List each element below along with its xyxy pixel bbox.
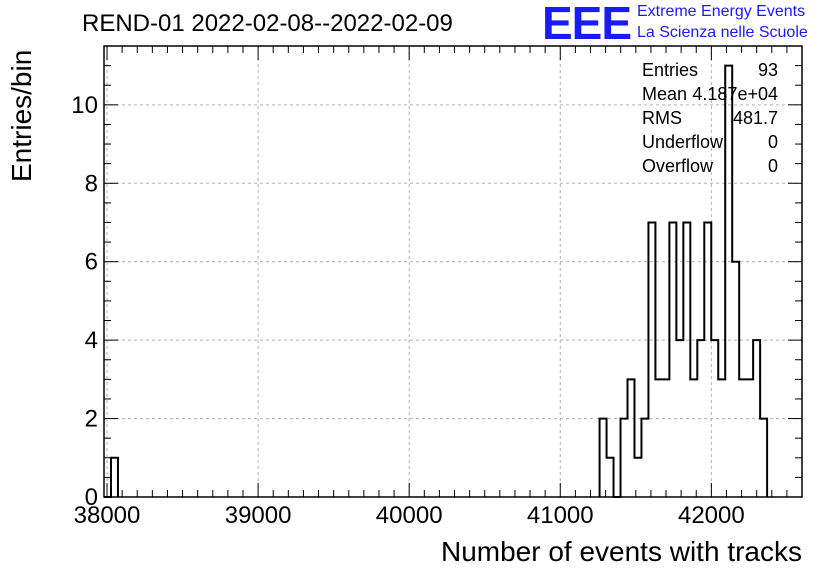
y-axis-label: Entries/bin: [6, 49, 37, 182]
y-tick-label: 4: [85, 327, 98, 354]
stat-label: RMS: [642, 108, 682, 128]
stat-row-entries: Entries 93: [642, 58, 778, 82]
histogram-bin: [655, 379, 662, 497]
x-tick-label: 40000: [376, 502, 443, 529]
chart-title: REND-01 2022-02-08--2022-02-09: [82, 10, 453, 37]
histogram-bin: [607, 458, 614, 497]
histogram-bin: [683, 222, 690, 497]
histogram-bin: [641, 419, 648, 497]
histogram-bin: [760, 419, 767, 497]
histogram-bin: [669, 222, 676, 497]
plot-frame: [103, 45, 803, 498]
stat-value: 93: [757, 60, 778, 80]
histogram-bin: [711, 340, 718, 497]
stat-label: Overflow: [642, 156, 714, 176]
stat-row-overflow: Overflow 0: [642, 154, 778, 178]
logo-text-line2: La Scienza nelle Scuole: [637, 24, 808, 41]
histogram-bin: [732, 262, 739, 497]
y-tick-label: 0: [85, 484, 98, 511]
histogram-bin: [753, 340, 760, 497]
histogram-bin: [676, 340, 683, 497]
stat-row-mean: Mean 4.187e+04: [642, 82, 778, 106]
eee-logo: EEE: [542, 0, 632, 49]
stat-value: 0: [767, 132, 778, 152]
histogram-bin: [739, 379, 746, 497]
stat-label: Mean: [642, 84, 688, 104]
stat-value: 481.7: [732, 108, 778, 128]
y-tick-label: 10: [71, 92, 98, 119]
stat-row-underflow: Underflow 0: [642, 130, 778, 154]
stat-label: Underflow: [642, 132, 724, 152]
histogram-bin: [111, 458, 118, 497]
histogram-bin: [628, 379, 635, 497]
stat-value: 4.187e+04: [692, 84, 778, 104]
histogram-bin: [690, 379, 697, 497]
histogram-bin: [600, 419, 607, 497]
stat-value: 0: [767, 156, 778, 176]
x-tick-label: 39000: [225, 502, 292, 529]
stats-box: Entries 93 Mean 4.187e+04 RMS 481.7 Unde…: [642, 58, 778, 178]
stat-row-rms: RMS 481.7: [642, 106, 778, 130]
histogram-bin: [746, 379, 753, 497]
stat-label: Entries: [642, 60, 699, 80]
histogram-bin: [718, 379, 725, 497]
histogram-bin: [662, 379, 669, 497]
x-axis-label: Number of events with tracks: [440, 536, 802, 567]
x-tick-label: 38000: [74, 502, 141, 529]
histogram-bin: [697, 340, 704, 497]
histogram-bin: [621, 419, 628, 497]
x-tick-label: 42000: [678, 502, 745, 529]
y-tick-label: 2: [85, 406, 98, 433]
logo-text-line1: Extreme Energy Events: [637, 3, 806, 20]
histogram-bin: [648, 222, 655, 497]
y-tick-label: 6: [85, 249, 98, 276]
histogram-bin: [704, 222, 711, 497]
x-tick-label: 41000: [527, 502, 594, 529]
y-tick-label: 8: [85, 170, 98, 197]
